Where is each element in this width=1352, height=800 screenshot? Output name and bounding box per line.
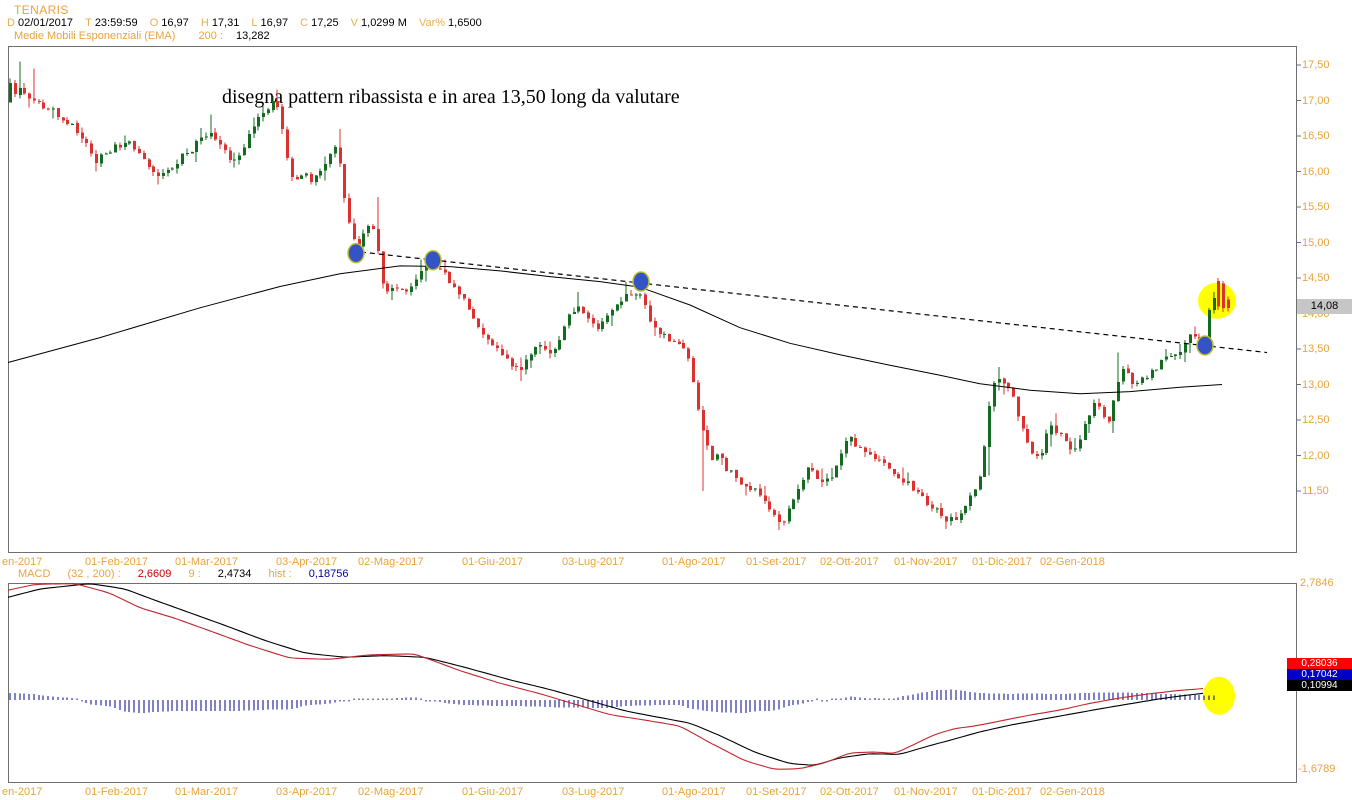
date-axis-label: 02-Gen-2018 xyxy=(1040,786,1105,798)
date-axis-label: 02-Ott-2017 xyxy=(820,556,879,568)
var-field-label: Var% xyxy=(418,17,446,29)
ema-legend-row: Medie Mobili Esponenziali (EMA) 200 : 13… xyxy=(14,30,270,42)
ohlc-readout: D 02/01/2017 T 23:59:59 O 16,97 H 17,31 L 16,… xyxy=(7,17,482,29)
time-field-label: T xyxy=(85,17,92,29)
axis-ticks xyxy=(1297,64,1301,492)
date-axis-label: en-2017 xyxy=(2,786,43,798)
price-axis-label: 15,50 xyxy=(1302,201,1330,213)
low-field-value: 16,97 xyxy=(260,17,289,29)
date-field-value: 02/01/2017 xyxy=(17,17,74,29)
price-axis-label: 17,00 xyxy=(1302,94,1330,107)
chart-annotation: disegna pattern ribassista e in area 13,… xyxy=(222,86,680,108)
price-axis-label: 17,50 xyxy=(1302,59,1330,71)
price-axis-label: 13,50 xyxy=(1302,343,1330,355)
date-axis-label: 03-Apr-2017 xyxy=(276,556,338,568)
close-field-label: C xyxy=(300,17,309,29)
date-axis-label: 01-Giu-2017 xyxy=(462,556,524,568)
macd-badge-macd: 0,28036 xyxy=(1287,658,1352,669)
date-axis-label: 01-Dic-2017 xyxy=(972,786,1032,798)
macd-signal-value: 2,4734 xyxy=(217,568,252,580)
macd-chart-area[interactable] xyxy=(8,583,1297,783)
low-field-label: L xyxy=(251,17,258,29)
date-axis-label: 02-Mag-2017 xyxy=(358,556,424,568)
volume-field-value: 1,0299 M xyxy=(361,17,407,29)
price-chart-area[interactable] xyxy=(8,46,1297,553)
ema-period: 200 : xyxy=(198,30,223,42)
macd-badge-hist: 0,10994 xyxy=(1287,680,1352,691)
date-axis-label: 01-Dic-2017 xyxy=(972,556,1032,568)
date-axis-label: 01-Giu-2017 xyxy=(462,786,524,798)
price-axis-label: 11,50 xyxy=(1302,485,1329,497)
date-axis-label: 01-Nov-2017 xyxy=(894,786,958,798)
volume-field-label: V xyxy=(350,17,359,29)
macd-hist-value: 0,18756 xyxy=(308,568,349,580)
macd-params: (32 , 200) : xyxy=(67,568,121,580)
ema-value: 13,282 xyxy=(236,30,270,42)
date-axis-label: 01-Feb-2017 xyxy=(85,786,148,798)
high-field-value: 17,31 xyxy=(211,17,240,29)
price-axis-label: 16,00 xyxy=(1302,165,1330,178)
date-axis-label: 03-Lug-2017 xyxy=(562,786,625,798)
date-axis-label: 01-Mar-2017 xyxy=(175,556,238,568)
date-axis-label: 01-Ago-2017 xyxy=(662,786,726,798)
close-field-value: 17,25 xyxy=(311,17,339,29)
price-axis-label: 12,00 xyxy=(1302,449,1330,462)
open-field-value: 16,97 xyxy=(161,17,189,29)
macd-value: 2,6609 xyxy=(137,568,172,580)
date-axis-label: 02-Mag-2017 xyxy=(358,786,424,798)
date-axis-label: 01-Ago-2017 xyxy=(662,556,726,568)
date-axis-label: 01-Set-2017 xyxy=(746,556,807,568)
open-field-label: O xyxy=(149,17,159,29)
high-field-label: H xyxy=(200,17,209,29)
date-axis-label: 01-Set-2017 xyxy=(746,786,807,798)
date-axis-label: 02-Ott-2017 xyxy=(820,786,879,798)
date-axis-label: 03-Apr-2017 xyxy=(276,786,338,798)
macd-hist-label: hist : xyxy=(268,568,292,580)
date-axis-label: en-2017 xyxy=(2,556,43,568)
symbol-ticker: TENARIS xyxy=(14,3,69,17)
price-axis-label: 16,50 xyxy=(1302,130,1330,142)
macd-readout: MACD (32 , 200) : 2,6609 9 : 2,4734 hist… xyxy=(18,568,363,580)
macd-indicator-name: MACD xyxy=(18,568,51,580)
date-axis-label: 03-Lug-2017 xyxy=(562,556,625,568)
date-axis-label: 01-Feb-2017 xyxy=(85,556,148,568)
var-field-value: 1,6500 xyxy=(448,17,482,29)
date-axis-label: 02-Gen-2018 xyxy=(1040,556,1105,568)
time-field-value: 23:59:59 xyxy=(94,17,138,29)
price-axis-label: 13,00 xyxy=(1302,378,1330,391)
date-field-label: D xyxy=(7,17,15,29)
ema-legend: Medie Mobili Esponenziali (EMA) xyxy=(14,30,176,42)
macd-axis-max: 2,7846 xyxy=(1300,577,1334,589)
date-axis-label: 01-Nov-2017 xyxy=(894,556,958,568)
last-price-tag: 14,08 xyxy=(1297,299,1352,314)
date-axis-label: 01-Mar-2017 xyxy=(175,786,238,798)
macd-signal-label: 9 : xyxy=(188,568,201,580)
price-axis-label: 12,50 xyxy=(1302,414,1330,426)
price-axis-label: 14,50 xyxy=(1302,272,1330,284)
macd-badge-signal: 0,17042 xyxy=(1287,669,1352,680)
price-axis-label: 15,00 xyxy=(1302,236,1330,249)
macd-axis-min: -1,6789 xyxy=(1298,763,1336,775)
